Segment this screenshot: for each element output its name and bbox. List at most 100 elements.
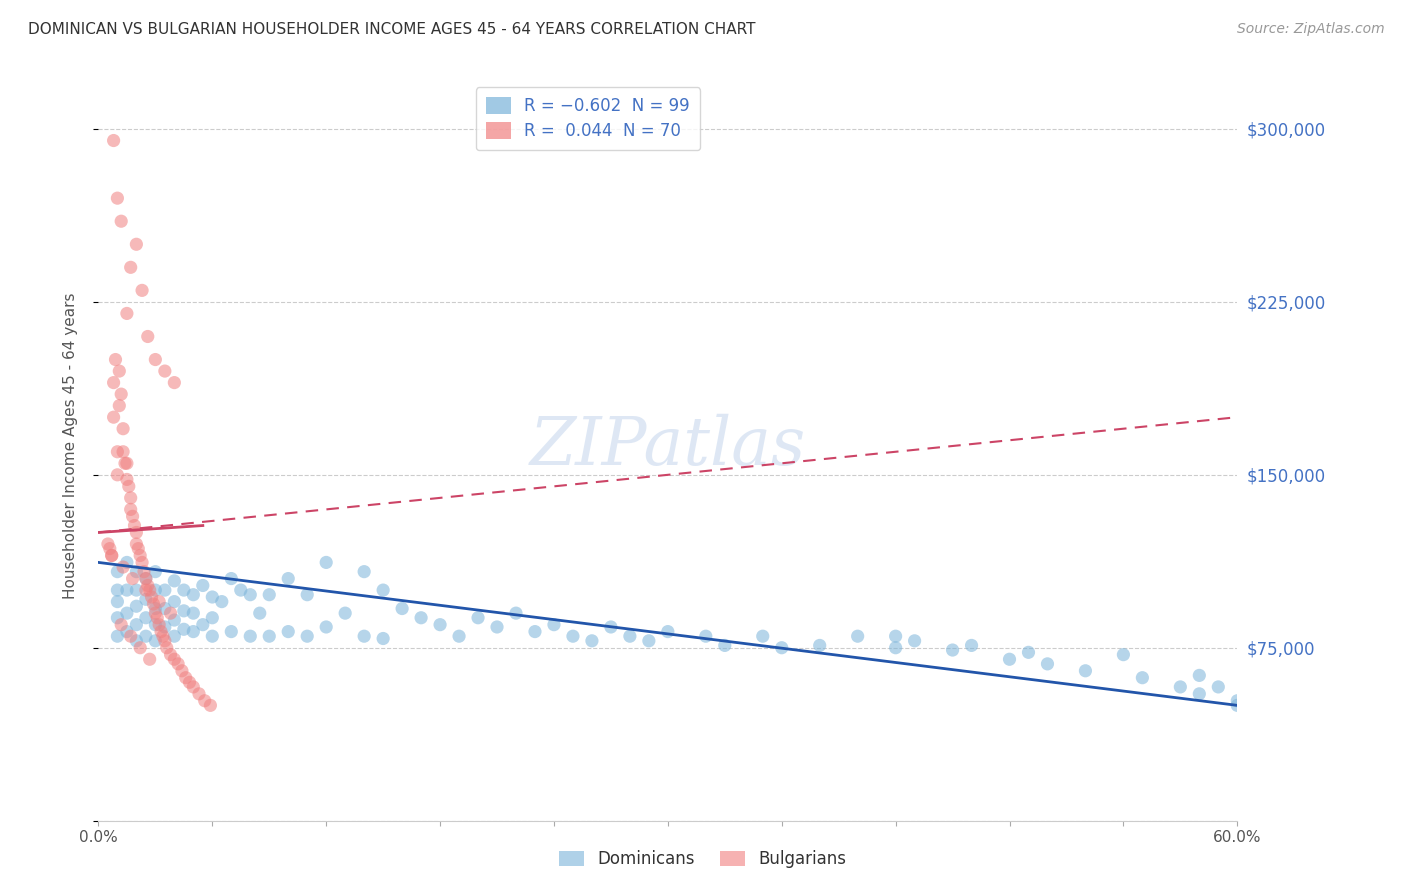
- Point: [904, 633, 927, 648]
- Point: [191, 578, 214, 592]
- Point: [121, 509, 143, 524]
- Point: [229, 583, 252, 598]
- Point: [107, 191, 129, 205]
- Point: [107, 629, 129, 643]
- Point: [125, 537, 148, 551]
- Point: [135, 611, 157, 625]
- Point: [163, 652, 186, 666]
- Point: [315, 556, 337, 570]
- Point: [173, 622, 195, 636]
- Point: [1036, 657, 1059, 671]
- Point: [619, 629, 641, 643]
- Point: [125, 633, 148, 648]
- Point: [188, 687, 211, 701]
- Point: [121, 572, 143, 586]
- Point: [120, 502, 142, 516]
- Point: [1074, 664, 1097, 678]
- Point: [120, 260, 142, 275]
- Point: [200, 698, 222, 713]
- Point: [115, 306, 138, 320]
- Point: [156, 640, 179, 655]
- Point: [135, 572, 157, 586]
- Point: [129, 549, 152, 563]
- Point: [136, 329, 159, 343]
- Point: [138, 583, 160, 598]
- Point: [159, 648, 181, 662]
- Point: [371, 632, 394, 646]
- Point: [145, 601, 167, 615]
- Point: [159, 606, 181, 620]
- Point: [124, 518, 146, 533]
- Point: [581, 633, 603, 648]
- Point: [183, 680, 205, 694]
- Point: [112, 444, 135, 458]
- Point: [142, 597, 165, 611]
- Point: [115, 606, 138, 620]
- Point: [1226, 694, 1249, 708]
- Point: [183, 606, 205, 620]
- Point: [846, 629, 869, 643]
- Point: [100, 549, 122, 563]
- Point: [125, 617, 148, 632]
- Point: [153, 364, 176, 378]
- Point: [411, 611, 433, 625]
- Point: [107, 594, 129, 608]
- Point: [942, 643, 965, 657]
- Point: [524, 624, 547, 639]
- Point: [100, 549, 122, 563]
- Point: [638, 633, 661, 648]
- Point: [136, 578, 159, 592]
- Point: [127, 541, 149, 556]
- Point: [249, 606, 271, 620]
- Point: [135, 629, 157, 643]
- Point: [145, 583, 167, 598]
- Point: [108, 399, 131, 413]
- Point: [146, 611, 169, 625]
- Point: [277, 624, 299, 639]
- Point: [110, 214, 132, 228]
- Point: [145, 352, 167, 367]
- Point: [315, 620, 337, 634]
- Point: [138, 652, 160, 666]
- Point: [191, 617, 214, 632]
- Point: [167, 657, 190, 671]
- Point: [239, 629, 262, 643]
- Point: [277, 572, 299, 586]
- Point: [148, 594, 170, 608]
- Point: [141, 590, 163, 604]
- Point: [505, 606, 527, 620]
- Point: [1188, 687, 1211, 701]
- Point: [103, 410, 125, 425]
- Point: [752, 629, 775, 643]
- Point: [115, 583, 138, 598]
- Point: [103, 134, 125, 148]
- Point: [135, 592, 157, 607]
- Point: [114, 456, 136, 470]
- Point: [145, 565, 167, 579]
- Point: [173, 583, 195, 598]
- Point: [107, 583, 129, 598]
- Point: [131, 556, 153, 570]
- Point: [808, 639, 831, 653]
- Point: [107, 444, 129, 458]
- Point: [371, 583, 394, 598]
- Point: [695, 629, 717, 643]
- Point: [239, 588, 262, 602]
- Y-axis label: Householder Income Ages 45 - 64 years: Householder Income Ages 45 - 64 years: [63, 293, 77, 599]
- Point: [110, 387, 132, 401]
- Point: [657, 624, 679, 639]
- Point: [135, 572, 157, 586]
- Point: [107, 565, 129, 579]
- Point: [1188, 668, 1211, 682]
- Point: [125, 237, 148, 252]
- Point: [221, 624, 243, 639]
- Point: [884, 640, 907, 655]
- Point: [353, 629, 375, 643]
- Point: [131, 284, 153, 298]
- Point: [163, 613, 186, 627]
- Point: [115, 472, 138, 486]
- Point: [1208, 680, 1230, 694]
- Point: [259, 588, 281, 602]
- Point: [145, 606, 167, 620]
- Point: [103, 376, 125, 390]
